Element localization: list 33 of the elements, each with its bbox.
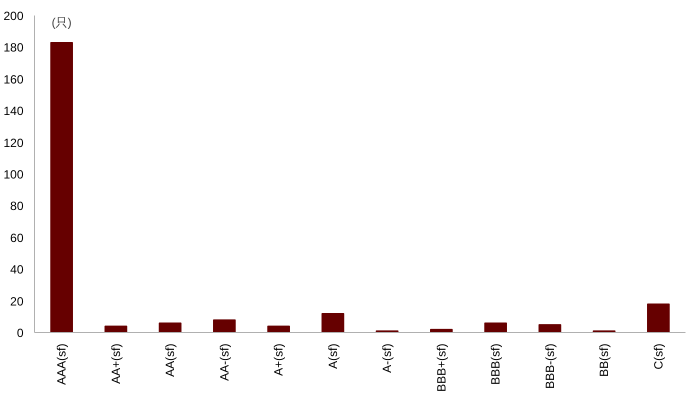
bar [647,303,670,332]
y-tick-label: 80 [10,199,24,214]
y-tick-label: 120 [3,136,24,150]
x-tick-label: AA+(sf) [108,343,123,384]
x-tick-label: BBB(sf) [488,343,503,385]
y-tick-label: 20 [10,294,24,308]
x-tick-label: A(sf) [326,343,340,369]
bar [213,319,236,332]
x-tick-label: BBB-(sf) [542,343,557,389]
y-tick-label: 180 [3,40,24,55]
x-tick-label: C(sf) [651,343,666,370]
x-tick-label: AA(sf) [163,343,178,377]
y-tick-label: 140 [3,104,24,118]
y-tick-label: 200 [3,9,24,23]
y-tick-label: 40 [10,262,24,277]
bar [322,312,344,332]
y-axis-title: (只) [52,16,72,30]
bar [158,322,182,332]
x-tick-label: A-(sf) [380,343,394,373]
x-tick-label: AAA(sf) [54,343,69,385]
x-tick-label: BBB+(sf) [434,343,448,392]
y-tick-label: 100 [3,168,24,182]
y-tick-label: 60 [10,230,24,245]
x-tick-label: BB(sf) [597,343,612,377]
bar [104,326,128,332]
x-tick-label: A+(sf) [272,343,286,376]
y-tick-label: 0 [16,326,24,340]
x-tick-label: AA-(sf) [217,343,232,381]
bar [50,42,73,332]
bar [484,322,507,332]
y-tick-label: 160 [3,72,24,86]
bar [538,324,562,332]
bar [267,326,290,332]
